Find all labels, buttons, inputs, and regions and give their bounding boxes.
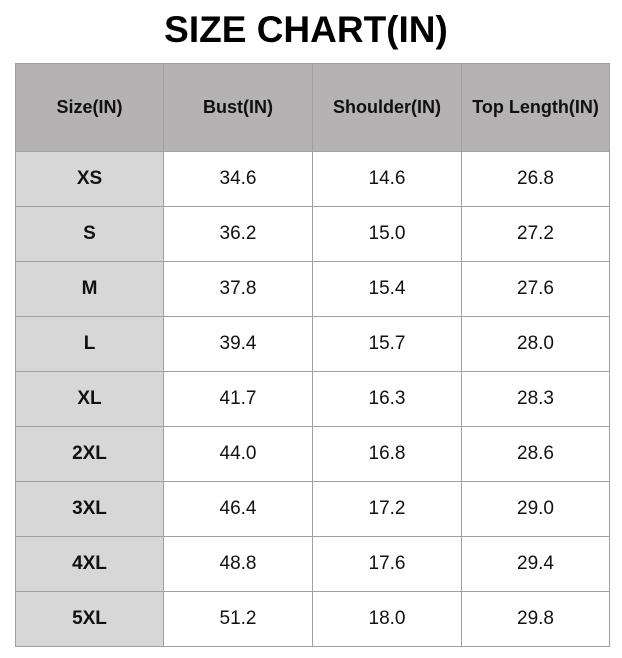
value-cell: 37.8	[163, 261, 313, 317]
table-row: 5XL 51.2 18.0 29.8	[15, 591, 610, 647]
value-cell: 29.4	[461, 536, 610, 592]
size-cell: 4XL	[15, 536, 164, 592]
header-row: Size(IN) Bust(IN) Shoulder(IN) Top Length(I…	[15, 63, 610, 152]
size-cell: 2XL	[15, 426, 164, 482]
value-cell: 28.3	[461, 371, 610, 427]
value-cell: 34.6	[163, 151, 313, 207]
value-cell: 15.4	[312, 261, 462, 317]
column-header: Size(IN)	[15, 63, 164, 152]
value-cell: 46.4	[163, 481, 313, 537]
column-header: Shoulder(IN)	[312, 63, 462, 152]
value-cell: 28.0	[461, 316, 610, 372]
value-cell: 48.8	[163, 536, 313, 592]
value-cell: 51.2	[163, 591, 313, 647]
size-cell: XL	[15, 371, 164, 427]
value-cell: 16.3	[312, 371, 462, 427]
value-cell: 16.8	[312, 426, 462, 482]
size-cell: M	[15, 261, 164, 317]
value-cell: 17.6	[312, 536, 462, 592]
size-cell: XS	[15, 151, 164, 207]
table-body: XS 34.6 14.6 26.8 S 36.2 15.0 27.2 M 37.8 15.4 27.6…	[15, 151, 610, 647]
size-table: Size(IN) Bust(IN) Shoulder(IN) Top Length(I…	[15, 63, 610, 647]
column-header: Top Length(IN)	[461, 63, 610, 152]
value-cell: 44.0	[163, 426, 313, 482]
value-cell: 29.8	[461, 591, 610, 647]
table-row: 2XL 44.0 16.8 28.6	[15, 426, 610, 482]
size-cell: S	[15, 206, 164, 262]
table-row: XS 34.6 14.6 26.8	[15, 151, 610, 207]
value-cell: 28.6	[461, 426, 610, 482]
value-cell: 15.7	[312, 316, 462, 372]
value-cell: 14.6	[312, 151, 462, 207]
table-row: L 39.4 15.7 28.0	[15, 316, 610, 372]
value-cell: 36.2	[163, 206, 313, 262]
column-header: Bust(IN)	[163, 63, 313, 152]
value-cell: 18.0	[312, 591, 462, 647]
value-cell: 27.2	[461, 206, 610, 262]
value-cell: 27.6	[461, 261, 610, 317]
table-row: XL 41.7 16.3 28.3	[15, 371, 610, 427]
size-cell: 3XL	[15, 481, 164, 537]
value-cell: 41.7	[163, 371, 313, 427]
value-cell: 39.4	[163, 316, 313, 372]
size-cell: L	[15, 316, 164, 372]
value-cell: 17.2	[312, 481, 462, 537]
value-cell: 26.8	[461, 151, 610, 207]
table-row: 3XL 46.4 17.2 29.0	[15, 481, 610, 537]
table-row: M 37.8 15.4 27.6	[15, 261, 610, 317]
table-row: S 36.2 15.0 27.2	[15, 206, 610, 262]
chart-title: SIZE CHART(IN)	[164, 9, 448, 50]
table-row: 4XL 48.8 17.6 29.4	[15, 536, 610, 592]
value-cell: 15.0	[312, 206, 462, 262]
size-cell: 5XL	[15, 591, 164, 647]
value-cell: 29.0	[461, 481, 610, 537]
